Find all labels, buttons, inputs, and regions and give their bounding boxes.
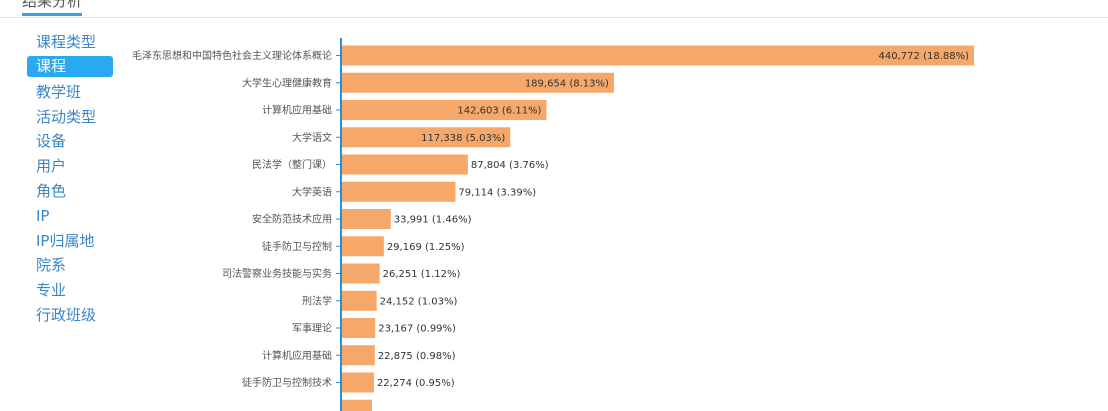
category-label: 司法警察业务技能与实务 xyxy=(222,267,332,280)
value-label: 26,251 (1.12%) xyxy=(383,269,461,280)
category-label: 徒手防卫与控制技术 xyxy=(242,376,332,389)
sidebar-item-ip-location[interactable]: IP归属地 xyxy=(36,231,95,250)
sidebar-item-course[interactable]: 课程 xyxy=(27,55,113,77)
bar[interactable] xyxy=(342,318,376,338)
sidebar-item-department[interactable]: 院系 xyxy=(36,256,67,275)
value-label: 24,152 (1.03%) xyxy=(380,296,458,307)
category-label: 徒手防卫与控制 xyxy=(262,240,332,253)
category-label: 计算机应用基础 xyxy=(262,104,332,117)
bar[interactable] xyxy=(342,127,511,148)
sidebar-item-device[interactable]: 设备 xyxy=(36,132,67,151)
sidebar-item-admin-class[interactable]: 行政班级 xyxy=(36,305,97,324)
bar-partial xyxy=(342,399,372,411)
bar[interactable] xyxy=(342,290,377,311)
category-label: 刑法学 xyxy=(302,294,332,307)
header-bar: 结果分析 xyxy=(0,0,1108,18)
sidebar: 课程类型 课程 教学班 活动类型 设备 用户 角色 IP IP归属地 院系 专业… xyxy=(27,30,113,328)
category-label: 大学生心理健康教育 xyxy=(242,76,332,89)
category-label: 军事理论 xyxy=(292,322,332,335)
value-label: 189,654 (8.13%) xyxy=(525,78,609,89)
bar[interactable] xyxy=(342,181,456,202)
category-label: 安全防范技术应用 xyxy=(252,213,332,226)
bar[interactable] xyxy=(342,154,468,175)
bar[interactable] xyxy=(342,372,374,393)
bar[interactable] xyxy=(342,45,974,66)
sidebar-item-role[interactable]: 角色 xyxy=(36,181,67,200)
category-label: 大学语文 xyxy=(292,131,332,144)
category-label: 民法学（整门课） xyxy=(252,158,332,171)
category-label: 毛泽东思想和中国特色社会主义理论体系概论 xyxy=(132,49,332,62)
value-label: 33,991 (1.46%) xyxy=(394,215,472,226)
sidebar-item-major[interactable]: 专业 xyxy=(36,281,67,300)
value-label: 79,114 (3.39%) xyxy=(458,187,536,198)
value-label: 22,274 (0.95%) xyxy=(377,378,455,389)
bar[interactable] xyxy=(342,72,614,93)
sidebar-item-teaching-class[interactable]: 教学班 xyxy=(36,82,82,101)
bar[interactable] xyxy=(342,263,380,284)
bar[interactable] xyxy=(342,236,384,257)
value-label: 142,603 (6.11%) xyxy=(457,106,541,117)
category-label: 大学英语 xyxy=(292,185,332,198)
value-label: 23,167 (0.99%) xyxy=(378,324,456,335)
tab-result-analysis[interactable]: 结果分析 xyxy=(22,0,83,16)
category-label: 计算机应用基础 xyxy=(262,349,332,362)
sidebar-item-course-type[interactable]: 课程类型 xyxy=(36,33,97,51)
sidebar-item-activity-type[interactable]: 活动类型 xyxy=(36,107,97,126)
value-label: 440,772 (18.88%) xyxy=(879,51,970,62)
value-label: 117,338 (5.03%) xyxy=(421,133,505,144)
value-label: 22,875 (0.98%) xyxy=(378,351,456,362)
value-label: 87,804 (3.76%) xyxy=(471,160,549,171)
value-label: 29,169 (1.25%) xyxy=(387,242,465,253)
bar[interactable] xyxy=(342,100,547,120)
sidebar-item-user[interactable]: 用户 xyxy=(36,157,67,176)
bar[interactable] xyxy=(342,209,391,229)
bar[interactable] xyxy=(342,345,375,366)
sidebar-item-ip[interactable]: IP xyxy=(36,206,50,225)
